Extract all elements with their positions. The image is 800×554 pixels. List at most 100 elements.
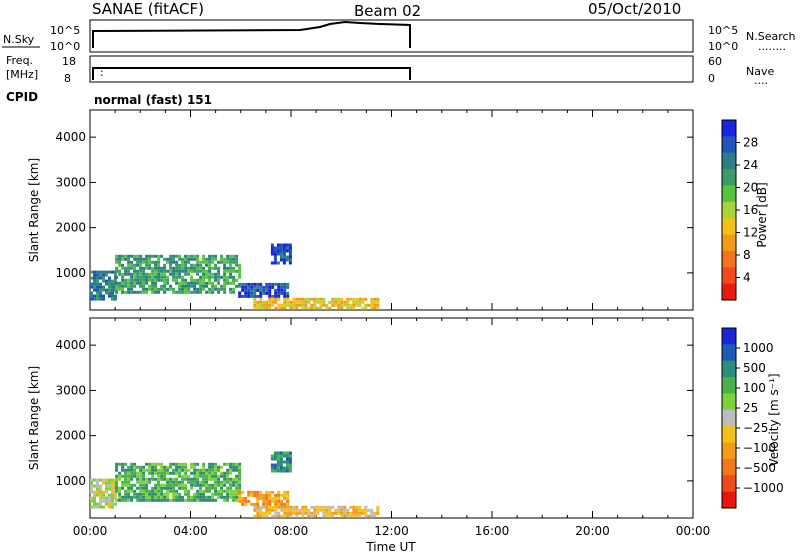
echo-cell bbox=[340, 300, 344, 304]
echo-cell bbox=[205, 263, 209, 267]
echo-cell bbox=[235, 260, 239, 264]
echo-cell bbox=[301, 511, 305, 515]
echo-cell bbox=[226, 486, 230, 490]
echo-region bbox=[90, 478, 117, 509]
echo-cell bbox=[178, 287, 182, 291]
echo-cell bbox=[93, 276, 96, 280]
echo-cell bbox=[288, 258, 292, 262]
echo-cell bbox=[160, 287, 164, 291]
echo-cell bbox=[148, 462, 152, 466]
echo-cell bbox=[235, 284, 239, 288]
echo-cell bbox=[196, 263, 200, 267]
echo-cell bbox=[108, 496, 111, 500]
freq-trace bbox=[92, 67, 411, 80]
echo-cell bbox=[223, 269, 227, 273]
echo-cell bbox=[181, 263, 185, 267]
echo-cell bbox=[313, 303, 317, 307]
echo-cell bbox=[99, 505, 102, 509]
echo-cell bbox=[229, 462, 233, 466]
echo-cell bbox=[169, 269, 173, 273]
echo-cell bbox=[376, 303, 380, 307]
echo-cell bbox=[208, 281, 212, 285]
echo-cell bbox=[334, 297, 338, 301]
echo-cell bbox=[193, 266, 197, 270]
echo-cell bbox=[124, 278, 128, 282]
echo-cell bbox=[274, 508, 278, 512]
echo-cell bbox=[310, 505, 314, 509]
echo-cell bbox=[163, 257, 167, 261]
echo-cell bbox=[214, 492, 218, 496]
echo-cell bbox=[93, 279, 96, 283]
echo-cell bbox=[169, 257, 173, 261]
echo-cell bbox=[136, 465, 140, 469]
echo-cell bbox=[145, 278, 149, 282]
echo-cell bbox=[115, 477, 119, 481]
echo-cell bbox=[229, 465, 233, 469]
colorbar-cell bbox=[722, 185, 736, 203]
echo-cell bbox=[175, 471, 179, 475]
cpid-label: CPID bbox=[6, 90, 38, 104]
echo-cell bbox=[172, 483, 176, 487]
echo-cell bbox=[277, 490, 281, 494]
echo-cell bbox=[376, 505, 380, 509]
echo-cell bbox=[166, 483, 170, 487]
echo-cell bbox=[108, 499, 111, 503]
echo-cell bbox=[139, 284, 143, 288]
echo-cell bbox=[166, 486, 170, 490]
echo-cell bbox=[328, 306, 332, 310]
echo-cell bbox=[340, 511, 344, 515]
echo-cell bbox=[253, 303, 257, 307]
echo-cell bbox=[124, 269, 128, 273]
echo-cell bbox=[223, 260, 227, 264]
echo-cell bbox=[160, 275, 164, 279]
echo-cell bbox=[151, 465, 155, 469]
echo-cell bbox=[289, 514, 293, 518]
echo-cell bbox=[241, 294, 245, 298]
echo-cell bbox=[90, 285, 93, 289]
echo-cell bbox=[238, 477, 242, 481]
nsky-trace bbox=[92, 20, 411, 48]
echo-cell bbox=[193, 254, 197, 258]
echo-cell bbox=[157, 495, 161, 499]
echo-cell bbox=[270, 454, 274, 458]
echo-cell bbox=[178, 266, 182, 270]
echo-cell bbox=[154, 287, 158, 291]
echo-cell bbox=[208, 257, 212, 261]
echo-cell bbox=[238, 275, 242, 279]
echo-cell bbox=[238, 462, 242, 466]
echo-cell bbox=[226, 489, 230, 493]
y-tick-label: 3000 bbox=[55, 383, 86, 397]
cpid-value: normal (fast) 151 bbox=[94, 93, 212, 107]
echo-cell bbox=[190, 477, 194, 481]
echo-cell bbox=[166, 260, 170, 264]
echo-cell bbox=[105, 291, 108, 295]
echo-cell bbox=[184, 272, 188, 276]
echo-cell bbox=[202, 272, 206, 276]
echo-cell bbox=[235, 269, 239, 273]
echo-cell bbox=[105, 487, 108, 491]
echo-cell bbox=[93, 285, 96, 289]
echo-cell bbox=[352, 508, 356, 512]
echo-cell bbox=[199, 281, 203, 285]
echo-cell bbox=[108, 288, 111, 292]
echo-cell bbox=[166, 477, 170, 481]
echo-cell bbox=[184, 284, 188, 288]
echo-cell bbox=[96, 490, 99, 494]
echo-cell bbox=[279, 255, 283, 259]
echo-cell bbox=[199, 266, 203, 270]
echo-cell bbox=[205, 284, 209, 288]
echo-cell bbox=[148, 477, 152, 481]
echo-cell bbox=[115, 465, 119, 469]
echo-cell bbox=[279, 451, 283, 455]
echo-cell bbox=[235, 492, 239, 496]
echo-cell bbox=[226, 266, 230, 270]
echo-cell bbox=[127, 284, 131, 288]
echo-cell bbox=[337, 511, 341, 515]
echo-cell bbox=[169, 287, 173, 291]
echo-cell bbox=[364, 303, 368, 307]
echo-cell bbox=[142, 257, 146, 261]
x-tick-label: 08:00 bbox=[274, 524, 309, 538]
echo-cell bbox=[232, 462, 236, 466]
echo-cell bbox=[322, 300, 326, 304]
echo-cell bbox=[235, 263, 239, 267]
